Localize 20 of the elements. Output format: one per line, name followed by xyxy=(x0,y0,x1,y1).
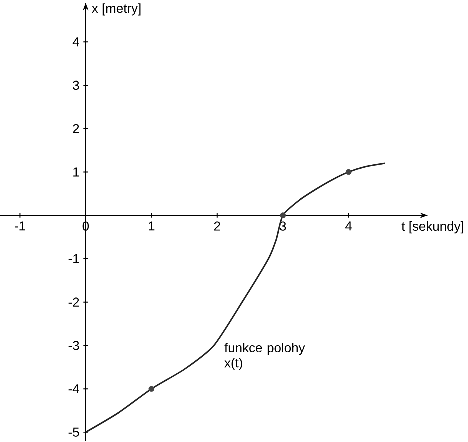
point xyxy=(280,212,286,219)
y-axis-title: x [metry] xyxy=(92,4,141,16)
x-axis-title: t [sekundy] xyxy=(402,222,464,234)
point xyxy=(346,169,352,176)
y-tick-label: 3 xyxy=(73,81,80,90)
point xyxy=(148,386,155,392)
y-tick-label: -5 xyxy=(68,428,80,438)
x-tick-label: 4 xyxy=(346,222,352,231)
y-tick-label: -4 xyxy=(68,384,80,394)
y-tick-label: -1 xyxy=(68,254,80,264)
y-tick-label: -2 xyxy=(68,298,80,308)
x-tick-label: 3 xyxy=(280,222,286,232)
y-tick-label: 4 xyxy=(72,38,80,47)
y-tick-label: 1 xyxy=(74,168,80,177)
y-tick-label: 2 xyxy=(73,124,80,134)
annotation: funkce polohy x(t) xyxy=(224,343,306,370)
x-tick-label: -1 xyxy=(15,222,26,231)
y-tick-label: -3 xyxy=(68,341,80,350)
x-tick-label: 2 xyxy=(214,222,220,231)
x-tick-label: 1 xyxy=(149,222,155,231)
